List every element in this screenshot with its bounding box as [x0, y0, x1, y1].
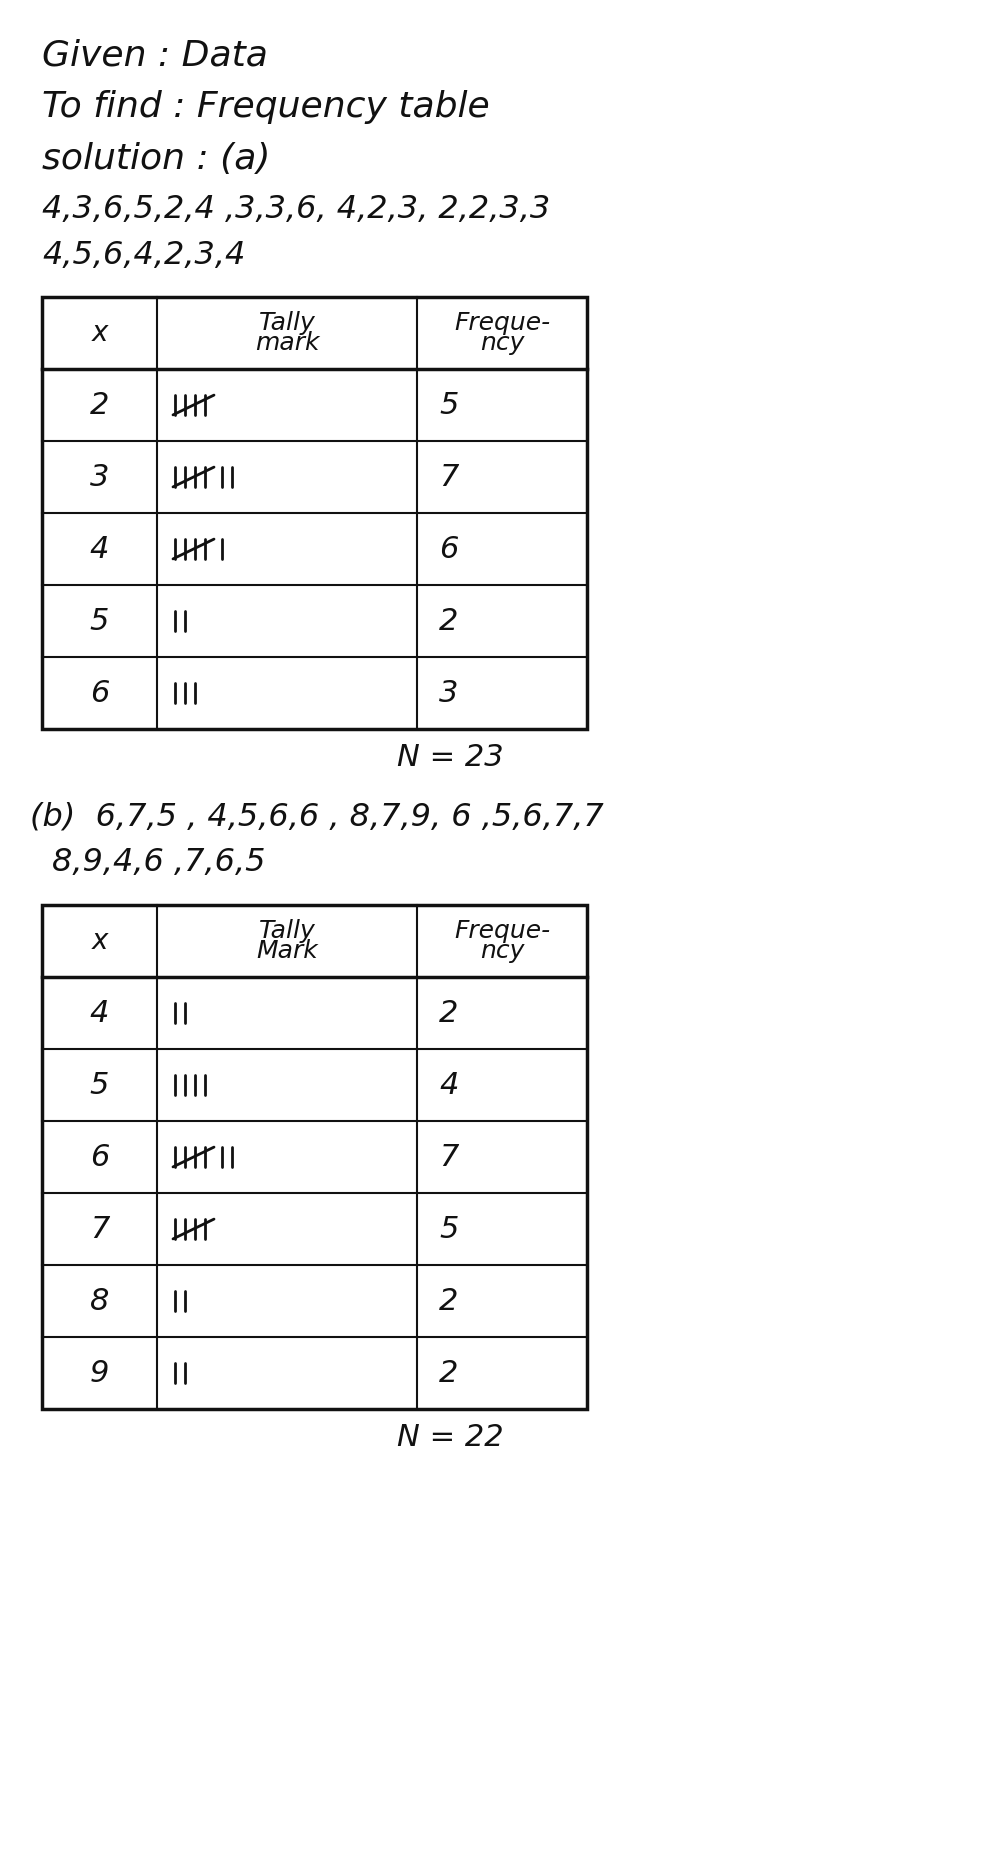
- Text: Tally: Tally: [259, 919, 316, 943]
- Text: 4: 4: [90, 999, 109, 1027]
- Text: 5: 5: [90, 606, 109, 636]
- Text: 4,3,6,5,2,4 ,3,3,6, 4,2,3, 2,2,3,3: 4,3,6,5,2,4 ,3,3,6, 4,2,3, 2,2,3,3: [42, 194, 550, 226]
- Text: 5: 5: [90, 1070, 109, 1100]
- Text: x: x: [91, 926, 108, 954]
- Text: solution : (a): solution : (a): [42, 142, 271, 175]
- Text: Freque-: Freque-: [454, 311, 550, 336]
- Text: 4: 4: [439, 1070, 459, 1100]
- Text: 7: 7: [439, 462, 459, 492]
- Text: 5: 5: [439, 1215, 459, 1243]
- Text: 2: 2: [90, 390, 109, 419]
- Text: 8,9,4,6 ,7,6,5: 8,9,4,6 ,7,6,5: [52, 846, 266, 878]
- Text: 3: 3: [90, 462, 109, 492]
- Text: 2: 2: [439, 999, 459, 1027]
- Bar: [42, 296, 587, 729]
- Text: 6: 6: [90, 1143, 109, 1171]
- Text: 5: 5: [439, 390, 459, 419]
- Text: ncy: ncy: [480, 939, 524, 964]
- Text: To find : Frequency table: To find : Frequency table: [42, 89, 490, 125]
- Text: 2: 2: [439, 1286, 459, 1316]
- Text: 6: 6: [90, 678, 109, 708]
- Text: N = 22: N = 22: [397, 1422, 503, 1452]
- Text: 7: 7: [439, 1143, 459, 1171]
- Text: Tally: Tally: [259, 311, 316, 336]
- Text: N = 23: N = 23: [397, 744, 503, 772]
- Text: ncy: ncy: [480, 332, 524, 354]
- Text: 7: 7: [90, 1215, 109, 1243]
- Text: 3: 3: [439, 678, 459, 708]
- Text: 4,5,6,4,2,3,4: 4,5,6,4,2,3,4: [42, 240, 246, 270]
- Text: mark: mark: [255, 332, 320, 354]
- Text: 2: 2: [439, 606, 459, 636]
- Text: Given : Data: Given : Data: [42, 37, 268, 73]
- Text: x: x: [91, 319, 108, 347]
- Text: 9: 9: [90, 1359, 109, 1387]
- Text: 8: 8: [90, 1286, 109, 1316]
- Text: 2: 2: [439, 1359, 459, 1387]
- Text: 6: 6: [439, 535, 459, 563]
- Text: Mark: Mark: [256, 939, 318, 964]
- Text: (b)  6,7,5 , 4,5,6,6 , 8,7,9, 6 ,5,6,7,7: (b) 6,7,5 , 4,5,6,6 , 8,7,9, 6 ,5,6,7,7: [30, 802, 603, 831]
- Text: 4: 4: [90, 535, 109, 563]
- Bar: [42, 906, 587, 1409]
- Text: Freque-: Freque-: [454, 919, 550, 943]
